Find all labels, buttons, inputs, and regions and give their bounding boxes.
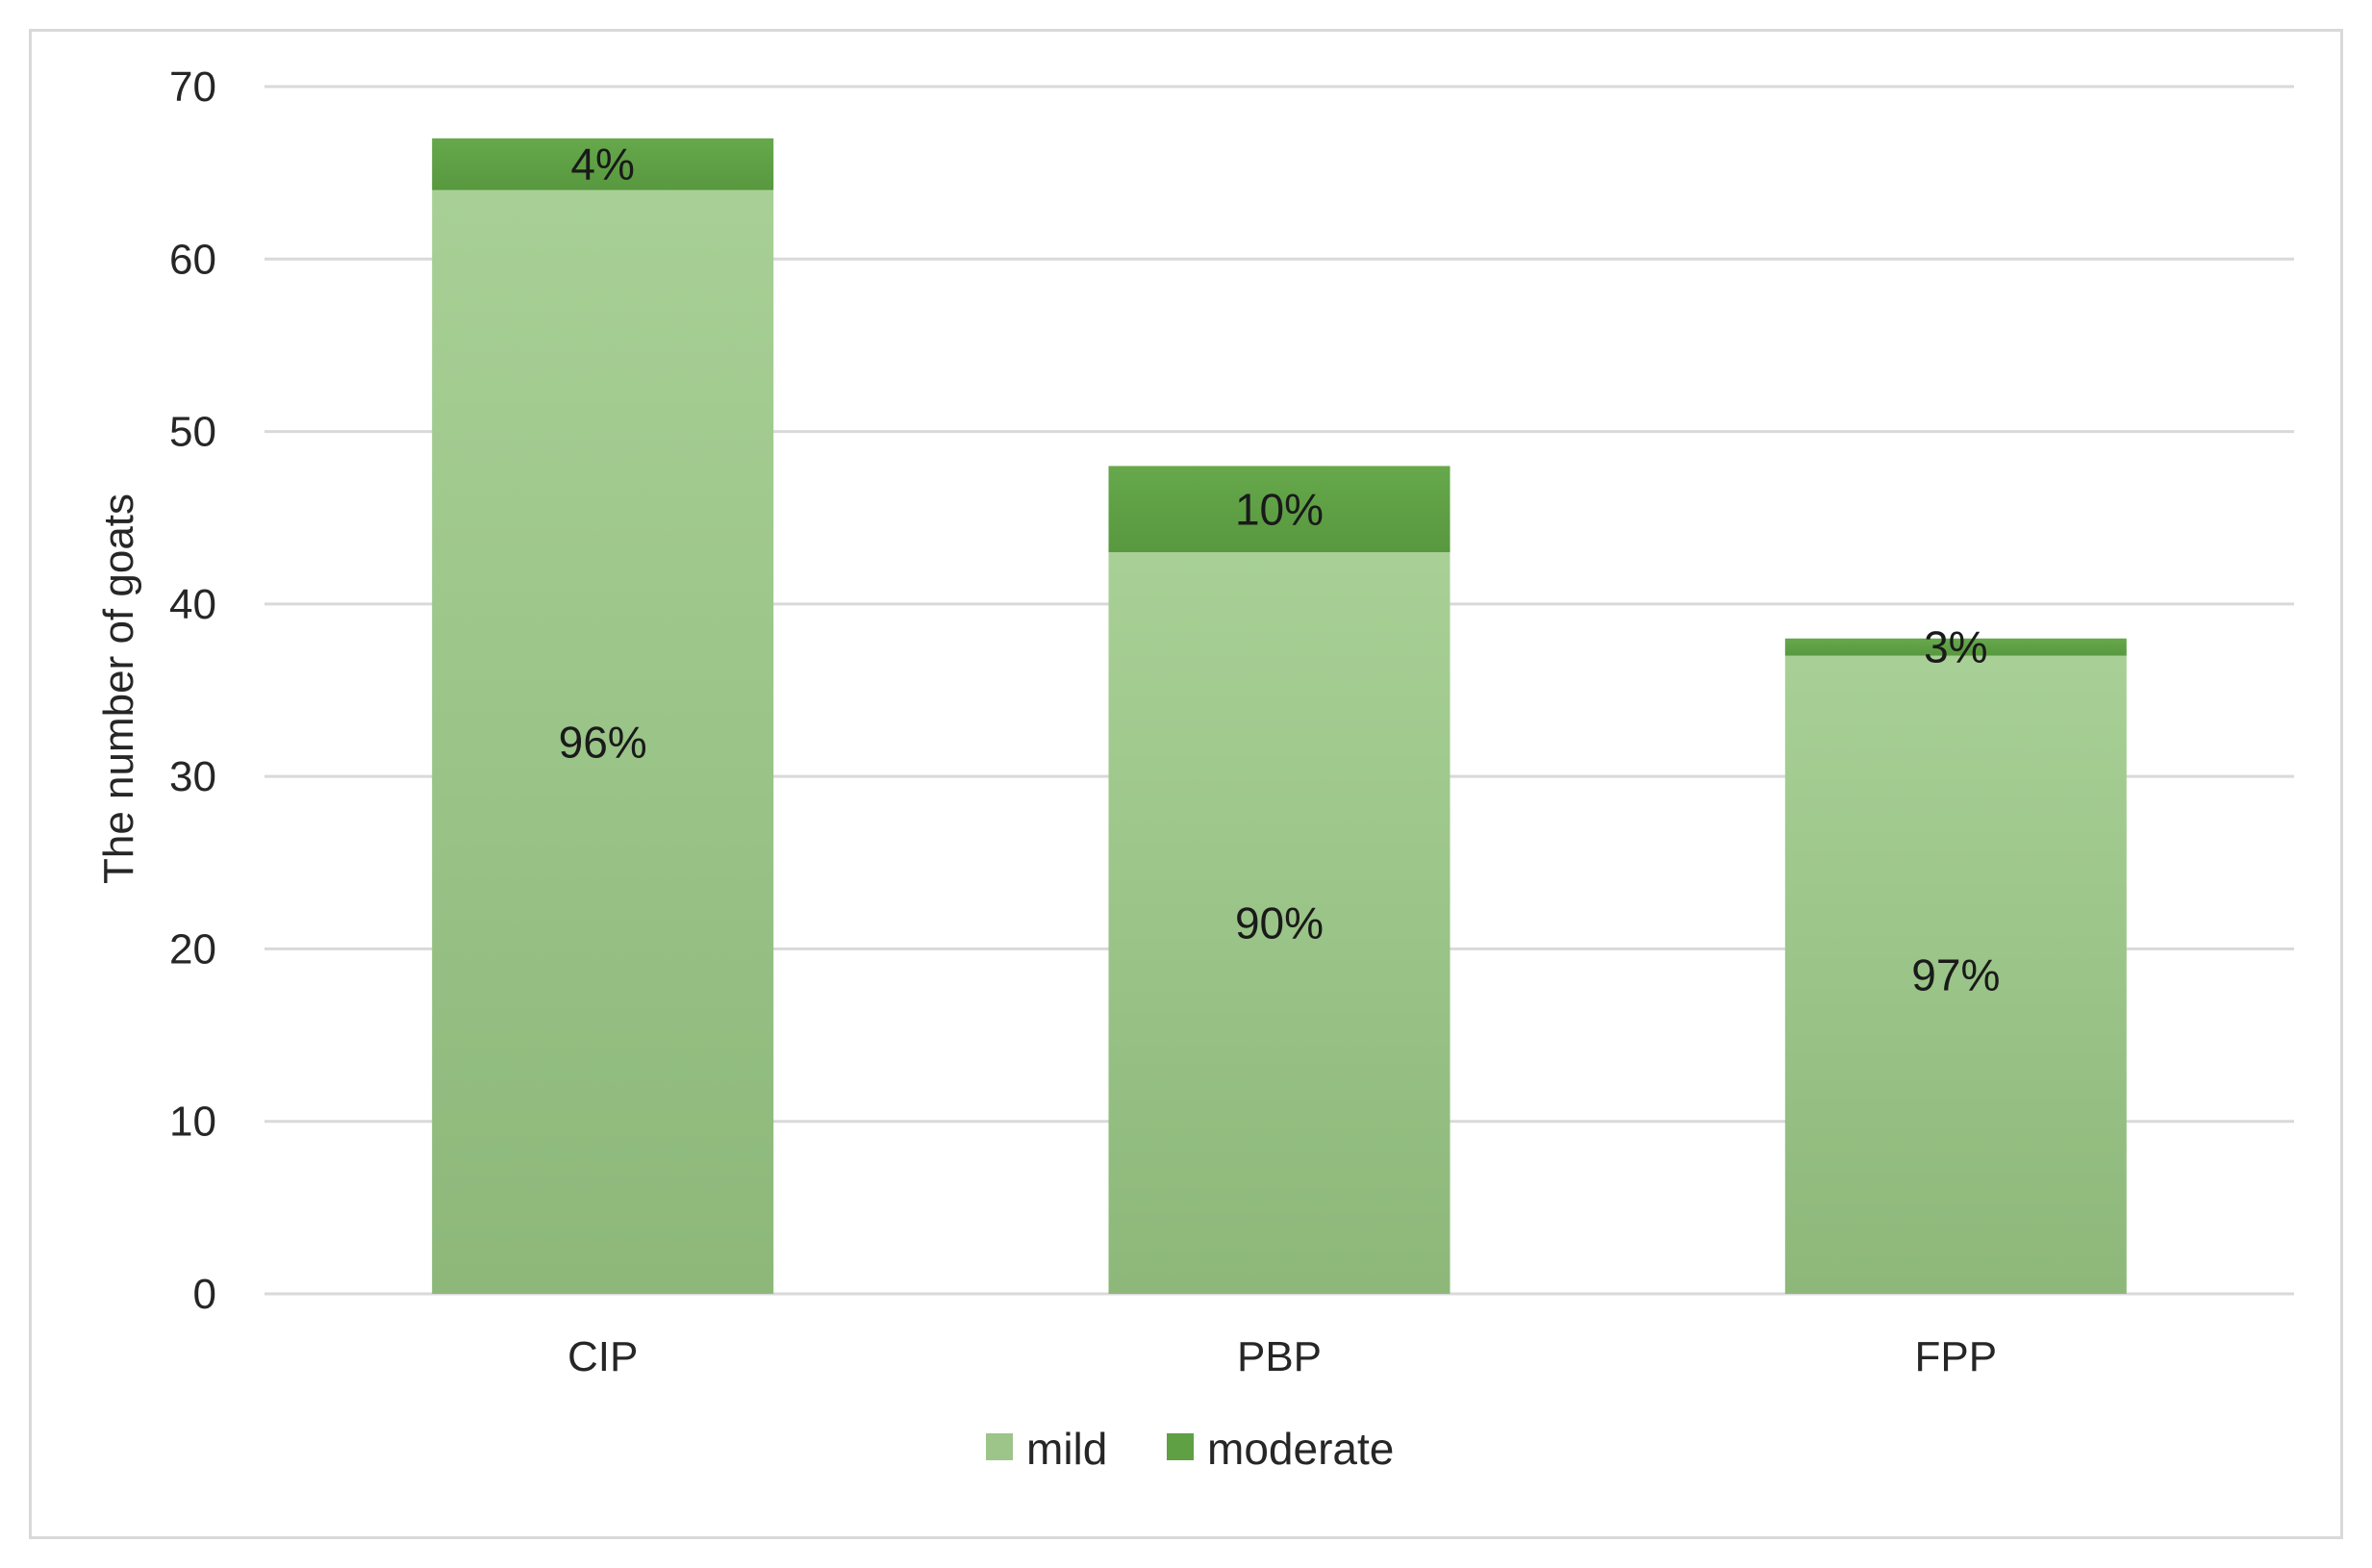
data-label-mild-pbp: 90% [1235, 898, 1324, 948]
y-tick-label-0: 0 [193, 1271, 216, 1318]
y-axis-ticks: 0 10 20 30 40 50 60 70 [169, 63, 216, 1318]
bar-moderate-pbp [1108, 466, 1451, 553]
bar-moderate-fpp [1784, 638, 2127, 656]
data-label-moderate-cip: 4% [570, 139, 634, 190]
y-tick-label-4: 40 [169, 581, 216, 628]
bar-mild-pbp [1108, 552, 1451, 1294]
y-tick-label-6: 60 [169, 236, 216, 283]
y-axis-title: The number of goats [95, 493, 142, 884]
y-tick-label-3: 30 [169, 753, 216, 800]
y-tick-label-5: 50 [169, 409, 216, 456]
y-tick-label-7: 70 [169, 63, 216, 111]
legend: mild moderate [986, 1424, 1394, 1474]
bar-mild-fpp [1784, 655, 2127, 1294]
legend-label-mild: mild [1026, 1424, 1107, 1474]
y-tick-label-2: 20 [169, 925, 216, 973]
legend-swatch-mild [986, 1433, 1013, 1460]
x-tick-label-fpp: FPP [1915, 1333, 1998, 1380]
data-labels: 96% 4% 90% 10% 97% 3% [559, 139, 2001, 1000]
legend-label-moderate: moderate [1207, 1424, 1394, 1474]
data-label-moderate-fpp: 3% [1924, 622, 1987, 672]
bar-moderate-cip [432, 138, 774, 190]
data-label-moderate-pbp: 10% [1235, 484, 1324, 534]
x-tick-label-pbp: PBP [1237, 1333, 1322, 1380]
bar-mild-cip [432, 190, 774, 1295]
y-tick-label-1: 10 [169, 1099, 216, 1146]
x-axis-ticks: CIP PBP FPP [568, 1333, 1997, 1380]
bars [432, 138, 2127, 1295]
data-label-mild-cip: 96% [559, 717, 647, 767]
legend-swatch-moderate [1167, 1433, 1194, 1460]
data-label-mild-fpp: 97% [1911, 949, 2000, 999]
x-tick-label-cip: CIP [568, 1333, 638, 1380]
